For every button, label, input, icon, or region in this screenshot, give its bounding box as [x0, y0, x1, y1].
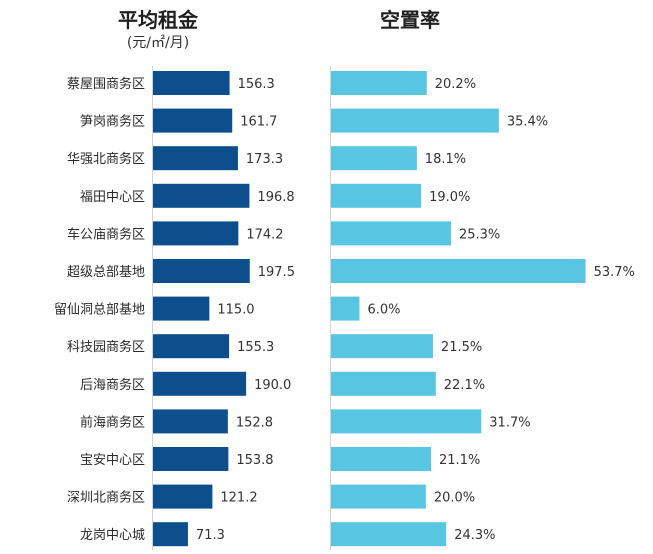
category-label: 后海商务区: [80, 377, 145, 393]
rent-value-label: 153.8: [236, 453, 273, 468]
category-label: 前海商务区: [80, 414, 145, 430]
vacancy-bar: [331, 71, 427, 95]
vacancy-bar: [331, 334, 433, 359]
rent-value-label: 121.2: [220, 491, 257, 506]
category-label: 深圳北商务区: [67, 490, 145, 506]
rent-value-label: 115.0: [217, 303, 254, 318]
vacancy-bar: [331, 371, 436, 396]
vacancy-bar: [331, 296, 360, 321]
category-label: 笋岗商务区: [80, 114, 145, 130]
vacancy-panel-title: 空置率: [380, 8, 440, 32]
rent-value-label: 155.3: [237, 340, 274, 355]
category-label: 超级总部基地: [67, 265, 145, 280]
rent-bars: 156.3 161.7 173.3 196.8 174.2 197.5 115.0 155.3…: [153, 71, 295, 547]
vacancy-bar: [331, 259, 586, 283]
rent-bar: [153, 371, 247, 396]
vacancy-bar: [331, 522, 447, 547]
vacancy-value-label: 20.0%: [434, 491, 475, 506]
category-label: 车公庙商务区: [67, 226, 145, 242]
rent-bar: [153, 447, 229, 471]
rent-value-label: 196.8: [257, 190, 294, 205]
rent-bar: [153, 522, 188, 547]
vacancy-value-label: 18.1%: [425, 152, 466, 167]
category-label: 科技园商务区: [67, 339, 145, 355]
vacancy-bar: [331, 447, 432, 471]
rent-value-label: 156.3: [238, 77, 275, 92]
rent-bar: [153, 146, 238, 171]
vacancy-bar: [331, 409, 482, 434]
vacancy-value-label: 35.4%: [507, 115, 548, 130]
category-label: 龙岗中心城: [80, 528, 145, 543]
category-label: 留仙洞总部基地: [54, 303, 145, 318]
vacancy-value-label: 21.1%: [439, 453, 480, 468]
vacancy-value-label: 31.7%: [489, 415, 530, 430]
rent-bar: [153, 183, 250, 208]
rent-value-label: 174.2: [246, 227, 283, 242]
vacancy-bars: 20.2% 35.4% 18.1% 19.0% 25.3% 53.7% 6.0% 21.5% 2…: [331, 71, 635, 547]
rent-value-label: 173.3: [246, 152, 283, 167]
rent-bar: [153, 484, 213, 509]
rent-bar: [153, 259, 250, 283]
rent-bar: [153, 221, 239, 246]
vacancy-bar: [331, 108, 499, 133]
category-label: 华强北商务区: [67, 151, 145, 167]
vacancy-bar: [331, 183, 422, 208]
category-label: 宝安中心区: [80, 453, 145, 468]
vacancy-value-label: 53.7%: [594, 265, 635, 280]
rent-value-label: 190.0: [254, 378, 291, 393]
rent-value-label: 152.8: [236, 415, 273, 430]
vacancy-value-label: 21.5%: [441, 340, 482, 355]
vacancy-value-label: 6.0%: [367, 303, 400, 318]
category-label: 蔡屋围商务区: [67, 76, 145, 92]
category-label: 福田中心区: [80, 190, 145, 205]
vacancy-value-label: 22.1%: [444, 378, 485, 393]
vacancy-bar: [331, 221, 451, 246]
vacancy-bar: [331, 484, 426, 509]
vacancy-value-label: 20.2%: [435, 77, 476, 92]
rent-bar: [153, 71, 230, 95]
rent-bar: [153, 296, 210, 321]
vacancy-value-label: 19.0%: [429, 190, 470, 205]
rent-panel-subtitle: (元/㎡/月): [127, 35, 189, 51]
category-labels: 蔡屋围商务区笋岗商务区华强北商务区福田中心区车公庙商务区超级总部基地留仙洞总部基…: [54, 76, 145, 543]
vacancy-value-label: 24.3%: [454, 528, 495, 543]
rent-value-label: 197.5: [258, 265, 295, 280]
rent-bar: [153, 108, 233, 133]
vacancy-value-label: 25.3%: [459, 227, 500, 242]
rent-bar: [153, 409, 228, 434]
vacancy-bar: [331, 146, 417, 171]
rent-bar: [153, 334, 230, 359]
rent-panel-title: 平均租金: [118, 8, 199, 32]
rent-value-label: 71.3: [196, 528, 225, 543]
rent-value-label: 161.7: [240, 115, 277, 130]
